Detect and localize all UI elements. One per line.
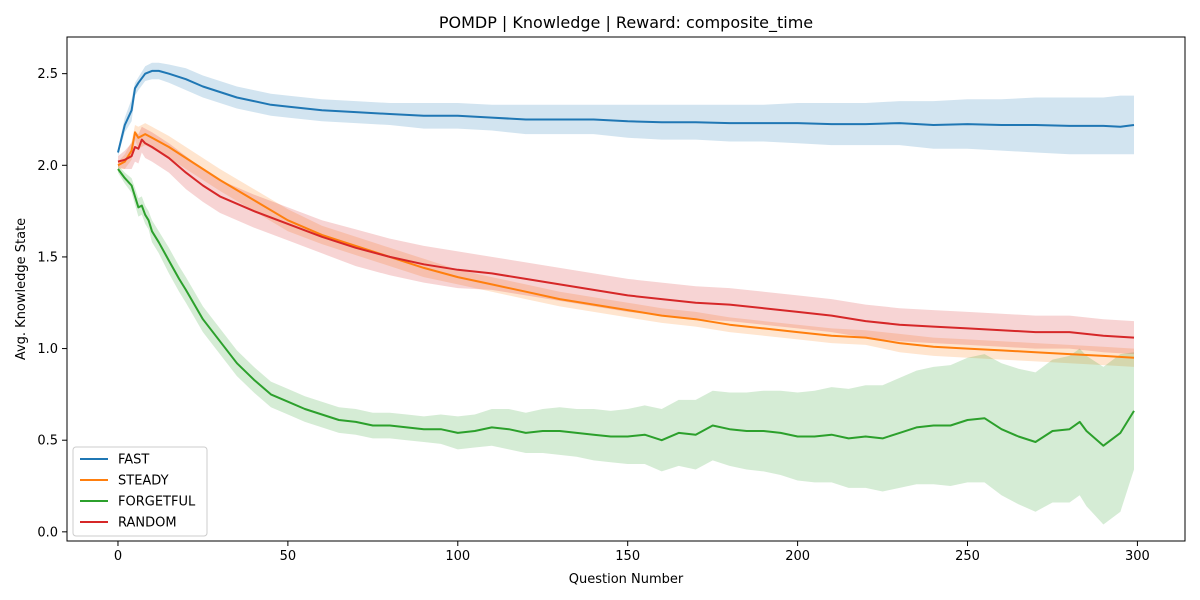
x-tick-label: 0: [114, 549, 122, 564]
y-tick-label: 2.0: [37, 159, 58, 174]
y-tick-label: 1.0: [37, 342, 58, 357]
band-fast: [118, 62, 1134, 157]
x-axis-ticks: 0 50 100 150 200 250 300: [114, 541, 1150, 564]
plot-frame: [66, 36, 1186, 542]
band-forgetful: [118, 165, 1134, 525]
x-tick-label: 150: [615, 549, 640, 564]
y-axis-ticks: 0.0 0.5 1.0 1.5 2.0 2.5: [37, 67, 67, 540]
line-steady: [117, 131, 1135, 359]
legend-label-fast: FAST: [118, 453, 149, 468]
y-tick-label: 1.5: [37, 250, 58, 265]
series-lines: [117, 69, 1135, 447]
line-random: [117, 138, 1135, 339]
y-tick-label: 2.5: [37, 67, 58, 82]
x-tick-label: 100: [445, 549, 470, 564]
x-tick-label: 200: [785, 549, 810, 564]
y-axis-label: Avg. Knowledge State: [14, 218, 29, 360]
x-axis-label: Question Number: [569, 572, 684, 587]
x-tick-label: 50: [280, 549, 297, 564]
legend-label-forgetful: FORGETFUL: [118, 495, 196, 510]
x-tick-label: 250: [955, 549, 980, 564]
legend: FAST STEADY FORGETFUL RANDOM: [72, 446, 208, 537]
line-forgetful: [117, 168, 1135, 447]
line-fast: [117, 69, 1135, 153]
chart-title: POMDP | Knowledge | Reward: composite_ti…: [439, 13, 813, 33]
x-tick-label: 300: [1125, 549, 1150, 564]
y-tick-label: 0.0: [37, 525, 58, 540]
legend-box: [72, 446, 208, 537]
y-tick-label: 0.5: [37, 434, 58, 449]
legend-label-steady: STEADY: [118, 474, 169, 489]
legend-label-random: RANDOM: [118, 516, 177, 531]
